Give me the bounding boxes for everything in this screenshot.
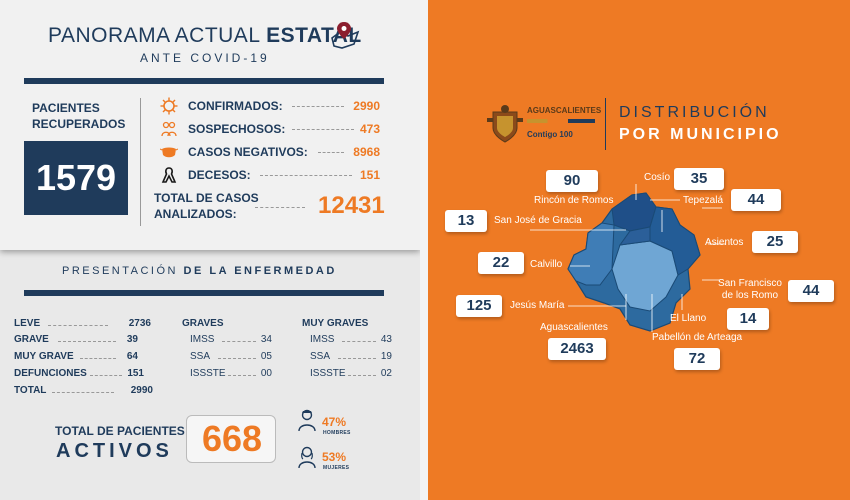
dash-leader: [318, 152, 344, 153]
muni-value-jesus-maria: 125: [456, 295, 502, 317]
muni-name-pabellon: Pabellón de Arteaga: [652, 332, 743, 343]
muni-value-san-francisco: 44: [788, 280, 834, 302]
severity-row: LEVE 2736: [14, 318, 151, 329]
divider-bar: [24, 290, 384, 296]
stat-label: CASOS NEGATIVOS:: [188, 145, 308, 159]
muni-name-rincon: Rincón de Romos: [534, 195, 614, 206]
stat-label: DECESOS:: [188, 168, 251, 182]
stat-label: SOSPECHOSOS:: [188, 122, 286, 136]
severity-row: TOTAL 2990: [14, 385, 153, 396]
severity-row: MUY GRAVE 64: [14, 351, 138, 362]
stat-value: 473: [359, 122, 380, 136]
muni-name-asientos: Asientos: [705, 237, 744, 248]
men-label: HOMBRES: [323, 430, 351, 436]
stat-row-decesos: DECESOS: 151: [160, 165, 380, 185]
woman-icon: [298, 446, 316, 469]
muy-graves-header: MUY GRAVES: [302, 318, 369, 329]
mask-icon: [160, 147, 178, 158]
muni-value-calvillo: 22: [478, 252, 524, 274]
stat-value: 151: [359, 168, 380, 182]
stat-row-confirmados: CONFIRMADOS: 2990: [160, 96, 380, 116]
ribbon-icon: [161, 167, 177, 183]
muni-name-calvillo: Calvillo: [530, 259, 563, 270]
graves-row: IMSS 34: [190, 334, 272, 345]
coat-of-arms-icon: [487, 105, 523, 143]
severity-row: GRAVE 39: [14, 334, 138, 345]
stat-value: 2990: [353, 99, 380, 113]
summary-panel: PANORAMA ACTUAL ESTATAL ANTE COVID-19 PA…: [0, 0, 420, 250]
leader-lines: [530, 184, 726, 332]
stat-value: 8968: [353, 145, 380, 159]
stat-label: CONFIRMADOS:: [188, 99, 283, 113]
muni-name-jesus-maria: Jesús María: [510, 300, 565, 311]
muni-value-el-llano: 14: [727, 308, 769, 330]
logo-stripe: [527, 119, 595, 123]
vertical-divider: [140, 98, 141, 226]
activos-label-bottom: ACTIVOS: [56, 440, 173, 462]
severity-row: DEFUNCIONES 151: [14, 368, 144, 379]
activos-label-top: TOTAL DE PACIENTES: [55, 424, 185, 438]
total-casos-value: 12431: [318, 192, 385, 219]
logo-text: AGUASCALIENTES: [527, 106, 602, 115]
people-icon: [161, 121, 177, 137]
women-label: MUJERES: [323, 465, 350, 471]
activos-value: 668: [201, 418, 263, 459]
muni-value-san-jose: 13: [445, 210, 487, 232]
graves-row: ISSSTE 00: [190, 368, 272, 379]
muni-value-asientos: 25: [752, 231, 798, 253]
muni-name-san-francisco: San Francisco de los Romo: [718, 278, 782, 301]
graves-row: SSA 05: [190, 351, 272, 362]
presentacion-title: PRESENTACIÓN DE LA ENFERMEDAD: [62, 265, 337, 277]
dash-leader: [292, 106, 344, 107]
logo-slogan: Contigo 100: [527, 130, 573, 139]
recuperados-value: 1579: [24, 141, 128, 215]
dash-leader: [260, 175, 352, 176]
activos-box: [186, 415, 276, 463]
muni-name-tepezala: Tepezalá: [683, 195, 724, 206]
virus-icon: [160, 97, 178, 115]
stat-row-negativos: CASOS NEGATIVOS: 8968: [160, 142, 380, 162]
muni-name-aguascalientes: Aguascalientes: [540, 322, 608, 333]
women-percent: 53%: [322, 450, 347, 464]
dash-leader: [292, 129, 354, 130]
recuperados-label: PACIENTES RECUPERADOS: [32, 101, 126, 131]
stat-row-sospechosos: SOSPECHOSOS: 473: [160, 119, 380, 139]
page-subtitle: ANTE COVID-19: [140, 51, 270, 65]
total-casos-label: TOTAL DE CASOS ANALIZADOS:: [154, 191, 259, 221]
muni-value-cosio: 35: [674, 168, 724, 190]
panel-gap: [420, 0, 428, 500]
muni-value-aguascalientes: 2463: [548, 338, 606, 360]
muni-value-tepezala: 44: [731, 189, 781, 211]
dash-leader: [255, 207, 305, 208]
man-icon: [298, 409, 316, 432]
muni-value-pabellon: 72: [674, 348, 720, 370]
muni-name-el-llano: El Llano: [670, 313, 707, 324]
muni-name-cosio: Cosío: [644, 172, 671, 183]
divider-bar: [24, 78, 384, 84]
page-title: PANORAMA ACTUAL ESTATAL: [48, 24, 362, 47]
muni-name-san-jose: San José de Gracia: [494, 215, 582, 226]
logo-divider: [605, 98, 606, 150]
muy-graves-row: SSA 19: [310, 351, 392, 362]
muni-value-rincon: 90: [546, 170, 598, 192]
map-pin-logo-icon: [331, 22, 360, 49]
distribution-subtitle: POR MUNICIPIO: [619, 126, 782, 143]
muy-graves-row: ISSSTE 02: [310, 368, 392, 379]
muy-graves-row: IMSS 43: [310, 334, 392, 345]
state-map: [567, 192, 701, 332]
graves-header: GRAVES: [182, 318, 224, 329]
distribution-title: DISTRIBUCIÓN: [619, 104, 770, 121]
men-percent: 47%: [322, 415, 347, 429]
